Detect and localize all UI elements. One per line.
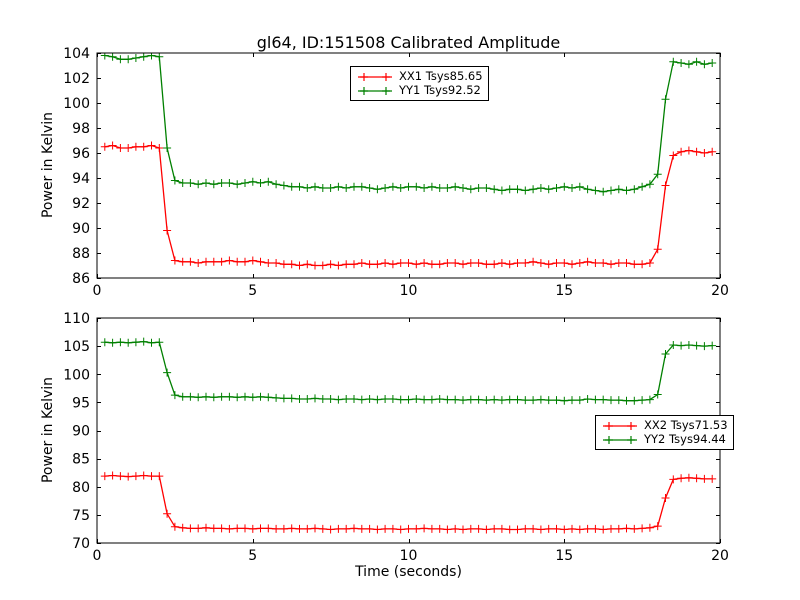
y-tick-label: 85 <box>72 452 90 468</box>
y-tick-label: 104 <box>63 46 90 62</box>
legend-key-yy2-icon <box>603 435 637 444</box>
legend-entry-xx1: XX1 Tsys85.65 <box>356 70 483 83</box>
y-tick-label: 86 <box>72 271 90 287</box>
x-tick-label: 5 <box>248 548 257 564</box>
bottom-y-axis-label: Power in Kelvin <box>40 376 56 484</box>
x-tick-label: 15 <box>555 548 573 564</box>
y-tick-label: 95 <box>72 395 90 411</box>
y-tick-label: 110 <box>63 311 90 327</box>
yy2-series-markers <box>100 337 717 405</box>
legend-entry-xx2: XX2 Tsys71.53 <box>601 419 728 432</box>
x-tick-label: 10 <box>400 548 418 564</box>
y-tick-label: 75 <box>72 508 90 524</box>
y-tick-label: 88 <box>72 246 90 262</box>
yy2-series-line <box>104 340 713 402</box>
yy1-series-markers <box>100 53 717 196</box>
y-tick-label: 92 <box>72 196 90 212</box>
x-axis-label: Time (seconds) <box>355 564 462 580</box>
y-tick-label: 80 <box>72 480 90 496</box>
x-tick-label: 20 <box>711 548 729 564</box>
axes-frame <box>96 52 721 279</box>
x-tick-label: 0 <box>93 283 102 299</box>
bottom-axes: 0 5 10 15 20 70 75 80 85 90 95 100 105 110 <box>63 311 729 564</box>
legend-label-xx1: XX1 Tsys85.65 <box>399 69 483 83</box>
bottom-legend: XX2 Tsys71.53 YY2 Tsys94.44 <box>595 415 734 450</box>
y-tick-label: 100 <box>63 367 90 383</box>
x-tick-label: 5 <box>248 283 257 299</box>
x-tick-label: 0 <box>93 548 102 564</box>
top-axes: 0 5 10 15 20 86 88 90 92 94 96 98 100 102 104 <box>63 46 729 299</box>
y-tick-label: 70 <box>72 536 90 552</box>
legend-label-xx2: XX2 Tsys71.53 <box>644 418 728 432</box>
chart-title: gl64, ID:151508 Calibrated Amplitude <box>256 33 561 52</box>
tick-marks <box>97 318 721 544</box>
y-tick-label: 102 <box>63 71 90 87</box>
x-tick-label: 15 <box>555 283 573 299</box>
y-tick-label: 90 <box>72 221 90 237</box>
xx2-series-markers <box>100 471 717 534</box>
x-tick-label: 10 <box>400 283 418 299</box>
top-y-axis-label: Power in Kelvin <box>40 111 56 219</box>
top-legend: XX1 Tsys85.65 YY1 Tsys92.52 <box>350 66 489 101</box>
x-tick-label: 20 <box>711 283 729 299</box>
y-tick-label: 94 <box>72 171 90 187</box>
xx1-series-line <box>104 144 713 267</box>
y-tick-label: 98 <box>72 121 90 137</box>
xx1-series-markers <box>100 141 717 270</box>
legend-label-yy2: YY2 Tsys94.44 <box>644 432 726 446</box>
y-tick-label: 100 <box>63 96 90 112</box>
legend-entry-yy1: YY1 Tsys92.52 <box>356 84 483 97</box>
legend-key-xx1-icon <box>358 72 392 81</box>
y-tick-label: 96 <box>72 146 90 162</box>
y-tick-label: 90 <box>72 424 90 440</box>
legend-label-yy1: YY1 Tsys92.52 <box>399 83 481 97</box>
legend-entry-yy2: YY2 Tsys94.44 <box>601 433 728 446</box>
legend-key-xx2-icon <box>603 421 637 430</box>
tick-marks <box>97 53 721 279</box>
xx2-series-line <box>104 474 713 531</box>
legend-key-yy1-icon <box>358 86 392 95</box>
y-tick-label: 105 <box>63 339 90 355</box>
